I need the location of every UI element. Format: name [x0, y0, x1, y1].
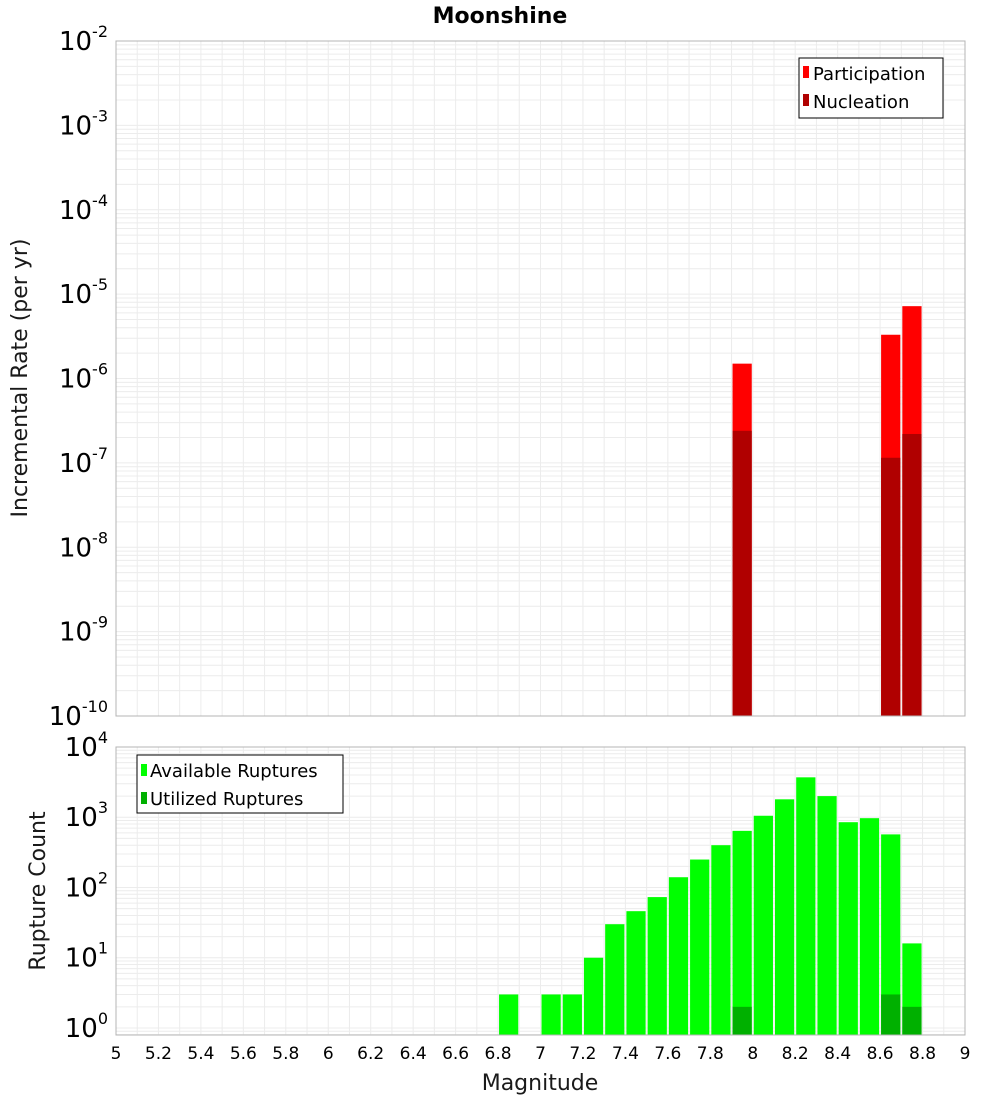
x-tick-label: 8.4 [824, 1044, 851, 1064]
available-ruptures-bar [732, 830, 752, 1035]
y-tick-label: 10-4 [59, 191, 108, 226]
x-tick-label: 5.4 [187, 1044, 214, 1064]
nucleation-legend-swatch [803, 94, 809, 106]
y-tick-label: 10-6 [59, 360, 108, 395]
available-ruptures-bar [817, 796, 837, 1035]
rate-plot-border [115, 40, 966, 717]
y-tick-label: 101 [65, 939, 108, 974]
utilized-ruptures-bar [732, 1006, 752, 1035]
available-ruptures-bar [583, 957, 604, 1035]
x-tick-label: 5.6 [230, 1044, 257, 1064]
x-tick-label: 6.6 [442, 1044, 469, 1064]
x-tick-label: 8 [747, 1044, 758, 1064]
y-tick-label: 10-3 [59, 106, 108, 141]
available-ruptures-bar [838, 822, 858, 1035]
nucleation-legend-label: Nucleation [813, 92, 909, 113]
available-ruptures-bar [647, 897, 667, 1035]
available-legend-label: Available Ruptures [150, 761, 318, 782]
available-ruptures-bar [690, 859, 710, 1035]
y-tick-label: 100 [65, 1009, 108, 1044]
x-ticks: 5 5.2 5.4 5.6 5.8 6 6.2 6.4 6.6 6.8 7 7.2 7.4 7.6 7.8 8… [111, 1044, 971, 1064]
x-tick-label: 8.6 [867, 1044, 894, 1064]
count-legend: Available Ruptures Utilized Ruptures [136, 754, 344, 814]
y-tick-label: 10-9 [59, 613, 108, 648]
available-ruptures-bar [499, 994, 519, 1035]
nucleation-bar [902, 433, 922, 716]
available-ruptures-bar [881, 834, 901, 1035]
x-tick-label: 7.4 [612, 1044, 639, 1064]
y-tick-label: 10-8 [59, 528, 108, 563]
nucleation-bar [732, 430, 752, 716]
count-y-axis-label: Rupture Count [26, 811, 51, 971]
x-tick-label: 5.2 [145, 1044, 172, 1064]
x-tick-label: 6 [323, 1044, 334, 1064]
count-panel: 104 103 102 101 100 Rupture Count Available … [26, 728, 970, 1096]
x-tick-label: 7.8 [697, 1044, 724, 1064]
available-ruptures-bar [753, 815, 773, 1035]
nucleation-bar [881, 457, 901, 716]
rate-legend-box [798, 57, 944, 119]
x-tick-label: 7 [535, 1044, 546, 1064]
x-tick-label: 7.6 [654, 1044, 681, 1064]
rate-legend: Participation Nucleation [798, 57, 944, 119]
x-tick-label: 5 [111, 1044, 122, 1064]
y-tick-label: 104 [65, 728, 108, 763]
count-y-ticks: 104 103 102 101 100 [65, 728, 108, 1044]
x-tick-label: 9 [960, 1044, 971, 1064]
x-axis-label: Magnitude [482, 1071, 599, 1096]
available-ruptures-bar [859, 818, 880, 1035]
y-tick-label: 10-5 [59, 275, 108, 310]
utilized-ruptures-bar [881, 994, 901, 1035]
chart-title: Moonshine [433, 4, 568, 29]
x-tick-label: 6.4 [400, 1044, 427, 1064]
x-tick-label: 7.2 [569, 1044, 596, 1064]
available-ruptures-bar [562, 994, 582, 1035]
available-ruptures-bar [668, 877, 689, 1035]
count-bars [499, 777, 922, 1035]
available-ruptures-bar [626, 911, 646, 1035]
participation-legend-label: Participation [813, 64, 925, 85]
available-ruptures-bar [796, 777, 816, 1035]
x-tick-label: 5.8 [272, 1044, 299, 1064]
available-ruptures-bar [605, 924, 625, 1035]
rate-y-axis-label: Incremental Rate (per yr) [8, 239, 33, 518]
x-tick-label: 8.8 [909, 1044, 936, 1064]
x-tick-label: 8.2 [782, 1044, 809, 1064]
x-tick-label: 6.2 [357, 1044, 384, 1064]
count-legend-box [136, 754, 344, 814]
rate-gridlines [115, 41, 966, 717]
y-tick-label: 103 [65, 798, 108, 833]
y-tick-label: 10-7 [59, 444, 108, 479]
rate-y-ticks: 10-2 10-3 10-4 10-5 10-6 10-7 10-8 10-9 10-10 [49, 22, 108, 732]
y-tick-label: 102 [65, 868, 108, 903]
utilized-legend-label: Utilized Ruptures [150, 789, 303, 810]
available-ruptures-bar [774, 799, 795, 1035]
available-legend-swatch [141, 764, 147, 776]
rate-panel: 10-2 10-3 10-4 10-5 10-6 10-7 10-8 10-9 10-10 In… [8, 22, 966, 732]
rate-bars [732, 306, 922, 716]
y-tick-label: 10-2 [59, 22, 108, 57]
utilized-legend-swatch [141, 792, 147, 804]
participation-legend-swatch [803, 66, 809, 78]
available-ruptures-bar [711, 845, 731, 1035]
count-plot-border [115, 746, 966, 1036]
available-ruptures-bar [541, 994, 561, 1035]
y-tick-label: 10-10 [49, 697, 108, 732]
utilized-ruptures-bar [902, 1006, 922, 1035]
x-tick-label: 6.8 [485, 1044, 512, 1064]
